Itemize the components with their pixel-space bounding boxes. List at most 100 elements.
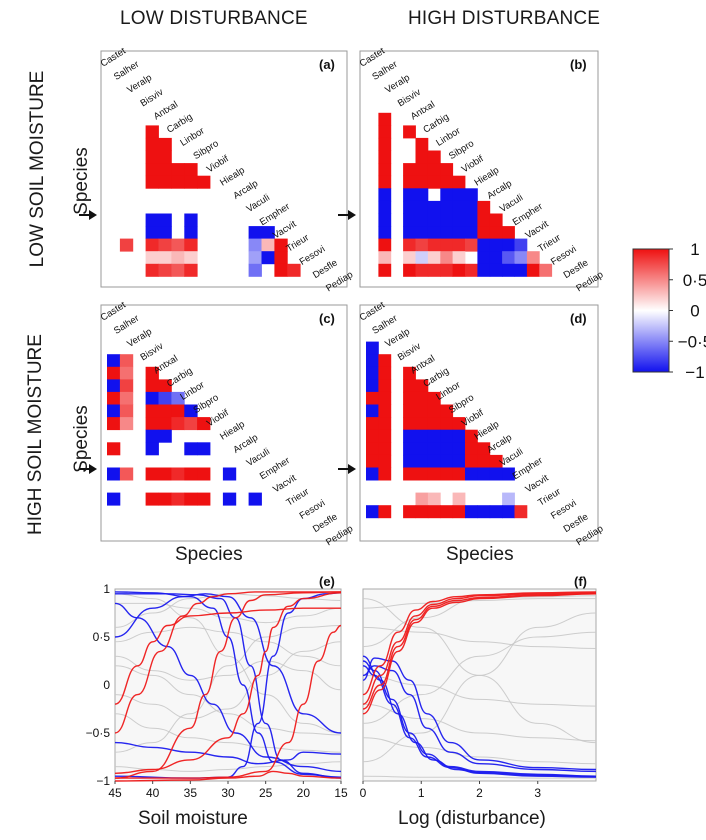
heatmap-cell [403, 454, 416, 468]
heatmap-cell [477, 454, 491, 468]
heatmap-cell [403, 379, 416, 393]
heatmap-cell [427, 238, 441, 252]
heatmap-cell [415, 492, 429, 506]
heatmap-cell [415, 150, 429, 164]
x-tick-label: 15 [334, 786, 348, 800]
heatmap-cell [378, 200, 392, 214]
heatmap-cell [452, 492, 466, 506]
heatmap-cell [514, 251, 528, 265]
red-series-line [114, 591, 342, 779]
heatmap-cell [403, 213, 416, 227]
heatmap-cell [440, 442, 454, 456]
heatmap-cell [378, 429, 392, 443]
heatmap-cell [403, 404, 416, 418]
heatmap-cell [171, 404, 185, 418]
heatmap-cell [378, 379, 392, 393]
heatmap-cell [366, 454, 379, 468]
heatmap-cell [403, 366, 416, 380]
heatmap-cell [261, 251, 275, 265]
heatmap-cell [107, 366, 121, 380]
heatmap-cell [415, 163, 429, 177]
heatmap-cell [427, 417, 441, 431]
plot-area [114, 588, 342, 782]
heatmap-cell [489, 213, 503, 227]
heatmap-cell [184, 467, 198, 481]
grey-series-line [362, 775, 596, 779]
heatmap-cell [171, 251, 185, 265]
heatmap-cell [366, 442, 379, 456]
heatmap-cell [184, 492, 198, 506]
heatmap-cell [415, 263, 429, 277]
blue-series-line [114, 593, 342, 734]
heatmap-cell [514, 505, 528, 519]
heatmap-cell [477, 213, 491, 227]
heatmap-cell [465, 226, 478, 240]
heatmap-cell [145, 467, 159, 481]
heatmap-cell [415, 467, 429, 481]
arrow-head [89, 210, 97, 220]
heatmap-cell [415, 188, 429, 202]
heatmap-cell [415, 417, 429, 431]
panel-label: (b) [570, 57, 587, 72]
heatmap-cell [366, 366, 379, 380]
heatmap-cell [184, 263, 198, 277]
heatmap-cell [415, 379, 429, 393]
row-title-low-soil-moisture: LOW SOIL MOISTURE [27, 70, 48, 268]
heatmap-cell [107, 391, 121, 405]
heatmap-cell [274, 238, 288, 252]
heatmap-cell [477, 200, 491, 214]
heatmap-cell [440, 238, 454, 252]
heatmap-cell [145, 379, 159, 393]
heatmap-cell [452, 454, 466, 468]
grey-series-line [115, 602, 342, 624]
grey-series-line [362, 737, 597, 765]
heatmap-cell [366, 505, 379, 519]
blue-series-line [362, 657, 597, 771]
heatmap-cell [158, 213, 172, 227]
heatmap-cell [427, 175, 441, 189]
blue-series-line [114, 602, 342, 773]
heatmap-cell [261, 238, 275, 252]
heatmap-cell [452, 263, 466, 277]
grey-series-line [114, 665, 342, 736]
heatmap-cell [222, 467, 237, 481]
heatmap-cell [440, 175, 454, 189]
heatmap-cell [403, 417, 416, 431]
grey-series-line [362, 631, 597, 724]
heatmap-cell [465, 263, 478, 277]
x-tick-label: 3 [534, 786, 541, 800]
x-tick-label: 0 [360, 786, 367, 800]
heatmap-cell [427, 492, 441, 506]
heatmap-cell [514, 263, 528, 277]
heatmap-cell [248, 238, 262, 252]
grey-series-line [114, 655, 342, 691]
heatmap-cell [366, 404, 379, 418]
heatmap-cell [427, 150, 441, 164]
heatmap-cell [145, 238, 159, 252]
heatmap-cell [477, 467, 491, 481]
heatmap-cell [107, 404, 121, 418]
heatmap-cell [145, 175, 159, 189]
heatmap-cell [452, 226, 466, 240]
arrow-head [348, 210, 356, 220]
heatmap-cell [366, 391, 379, 405]
heatmap-cell [171, 163, 185, 177]
heatmap-cell [440, 226, 454, 240]
x-tick-label: 30 [221, 786, 235, 800]
heatmap-cell [465, 238, 478, 252]
heatmap-cell [427, 505, 441, 519]
heatmap-cell [107, 417, 121, 431]
heatmap-cell [145, 137, 159, 151]
heatmap-cell [502, 467, 515, 481]
species-x-label-left: Species [175, 544, 243, 565]
heatmap-cell [502, 263, 515, 277]
red-series-line [362, 593, 597, 710]
grey-series-line [362, 612, 597, 763]
heatmap-cell [415, 391, 429, 405]
x-tick-label: 2 [476, 786, 483, 800]
heatmap-cell [440, 505, 454, 519]
heatmap-cell [274, 251, 288, 265]
heatmap-cell [477, 505, 491, 519]
heatmap-cell [145, 366, 159, 380]
heatmap-cell [158, 150, 172, 164]
